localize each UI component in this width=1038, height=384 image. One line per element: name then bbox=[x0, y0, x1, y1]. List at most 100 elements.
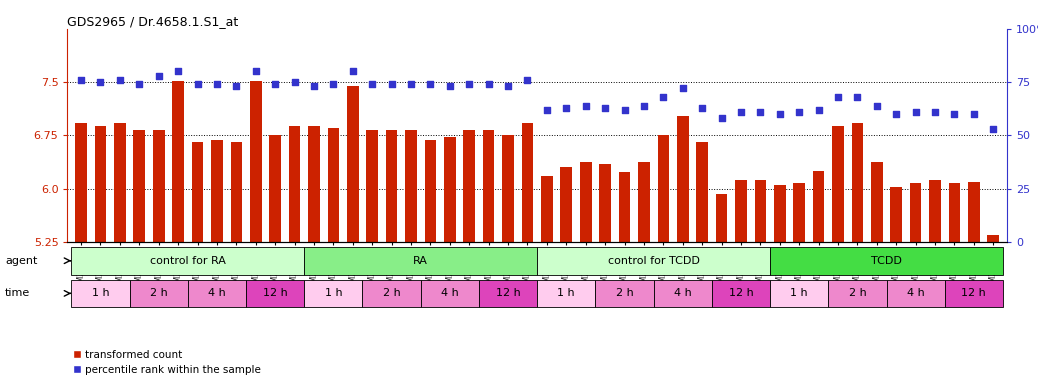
Point bbox=[247, 68, 264, 74]
Bar bbox=[716, 194, 728, 242]
Bar bbox=[654, 280, 712, 307]
Bar bbox=[250, 81, 262, 242]
Point bbox=[519, 77, 536, 83]
Point bbox=[597, 104, 613, 111]
Bar bbox=[596, 280, 654, 307]
Text: 4 h: 4 h bbox=[441, 288, 459, 298]
Bar bbox=[192, 142, 203, 242]
Text: 1 h: 1 h bbox=[557, 288, 575, 298]
Point bbox=[811, 107, 827, 113]
Point bbox=[965, 111, 982, 117]
Bar bbox=[910, 183, 922, 242]
Point bbox=[753, 109, 769, 115]
Bar bbox=[696, 142, 708, 242]
Bar bbox=[813, 171, 824, 242]
Point bbox=[151, 73, 167, 79]
Bar bbox=[580, 162, 592, 242]
Bar bbox=[502, 136, 514, 242]
Bar bbox=[386, 130, 398, 242]
Bar bbox=[72, 280, 130, 307]
Point bbox=[947, 111, 963, 117]
Legend: transformed count, percentile rank within the sample: transformed count, percentile rank withi… bbox=[73, 350, 261, 375]
Bar bbox=[463, 130, 475, 242]
Bar bbox=[304, 247, 538, 275]
Point bbox=[305, 83, 322, 89]
Text: agent: agent bbox=[5, 256, 37, 266]
Point bbox=[869, 103, 885, 109]
Bar bbox=[347, 86, 358, 242]
Point bbox=[481, 81, 497, 87]
Point bbox=[539, 107, 555, 113]
Point bbox=[170, 68, 187, 74]
Bar bbox=[945, 280, 1003, 307]
Text: control for RA: control for RA bbox=[149, 256, 225, 266]
Point bbox=[577, 103, 594, 109]
Text: 12 h: 12 h bbox=[496, 288, 520, 298]
Bar bbox=[538, 280, 596, 307]
Text: 1 h: 1 h bbox=[91, 288, 109, 298]
Point bbox=[907, 109, 924, 115]
Bar bbox=[599, 164, 611, 242]
Bar bbox=[770, 280, 828, 307]
Text: 12 h: 12 h bbox=[729, 288, 754, 298]
Point bbox=[927, 109, 944, 115]
Text: 2 h: 2 h bbox=[848, 288, 867, 298]
Point bbox=[675, 85, 691, 91]
Bar bbox=[619, 172, 630, 242]
Text: RA: RA bbox=[413, 256, 428, 266]
Bar bbox=[538, 247, 770, 275]
Point bbox=[693, 104, 710, 111]
Point bbox=[655, 94, 672, 100]
Point bbox=[325, 81, 342, 87]
Bar bbox=[987, 235, 1000, 242]
Point bbox=[228, 83, 245, 89]
Bar bbox=[362, 280, 420, 307]
Point bbox=[499, 83, 516, 89]
Bar bbox=[444, 137, 456, 242]
Point bbox=[267, 81, 283, 87]
Bar bbox=[425, 140, 436, 242]
Point bbox=[887, 111, 904, 117]
Point bbox=[985, 126, 1002, 132]
Text: control for TCDD: control for TCDD bbox=[607, 256, 700, 266]
Bar bbox=[366, 130, 378, 242]
Bar bbox=[172, 81, 184, 242]
Bar bbox=[246, 280, 304, 307]
Bar bbox=[793, 183, 805, 242]
Bar bbox=[774, 185, 786, 242]
Point bbox=[849, 94, 866, 100]
Bar bbox=[871, 162, 882, 242]
Bar bbox=[134, 130, 145, 242]
Bar bbox=[75, 122, 87, 242]
Bar bbox=[638, 162, 650, 242]
Point bbox=[73, 77, 89, 83]
Bar bbox=[712, 280, 770, 307]
Text: 1 h: 1 h bbox=[325, 288, 343, 298]
Point bbox=[383, 81, 400, 87]
Bar bbox=[851, 122, 864, 242]
Point bbox=[422, 81, 439, 87]
Bar bbox=[755, 180, 766, 242]
Bar bbox=[269, 136, 281, 242]
Point bbox=[189, 81, 206, 87]
Bar bbox=[420, 280, 479, 307]
Text: 4 h: 4 h bbox=[208, 288, 226, 298]
Bar bbox=[657, 136, 670, 242]
Bar bbox=[328, 128, 339, 242]
Bar bbox=[289, 126, 300, 242]
Bar bbox=[929, 180, 940, 242]
Text: 2 h: 2 h bbox=[616, 288, 633, 298]
Bar bbox=[828, 280, 886, 307]
Text: 12 h: 12 h bbox=[263, 288, 288, 298]
Point bbox=[345, 68, 361, 74]
Bar bbox=[230, 142, 242, 242]
Bar bbox=[561, 167, 572, 242]
Bar bbox=[304, 280, 362, 307]
Bar bbox=[949, 183, 960, 242]
Bar bbox=[677, 116, 688, 242]
Point bbox=[131, 81, 147, 87]
Bar bbox=[541, 176, 552, 242]
Point bbox=[829, 94, 846, 100]
Point bbox=[791, 109, 808, 115]
Text: GDS2965 / Dr.4658.1.S1_at: GDS2965 / Dr.4658.1.S1_at bbox=[67, 15, 239, 28]
